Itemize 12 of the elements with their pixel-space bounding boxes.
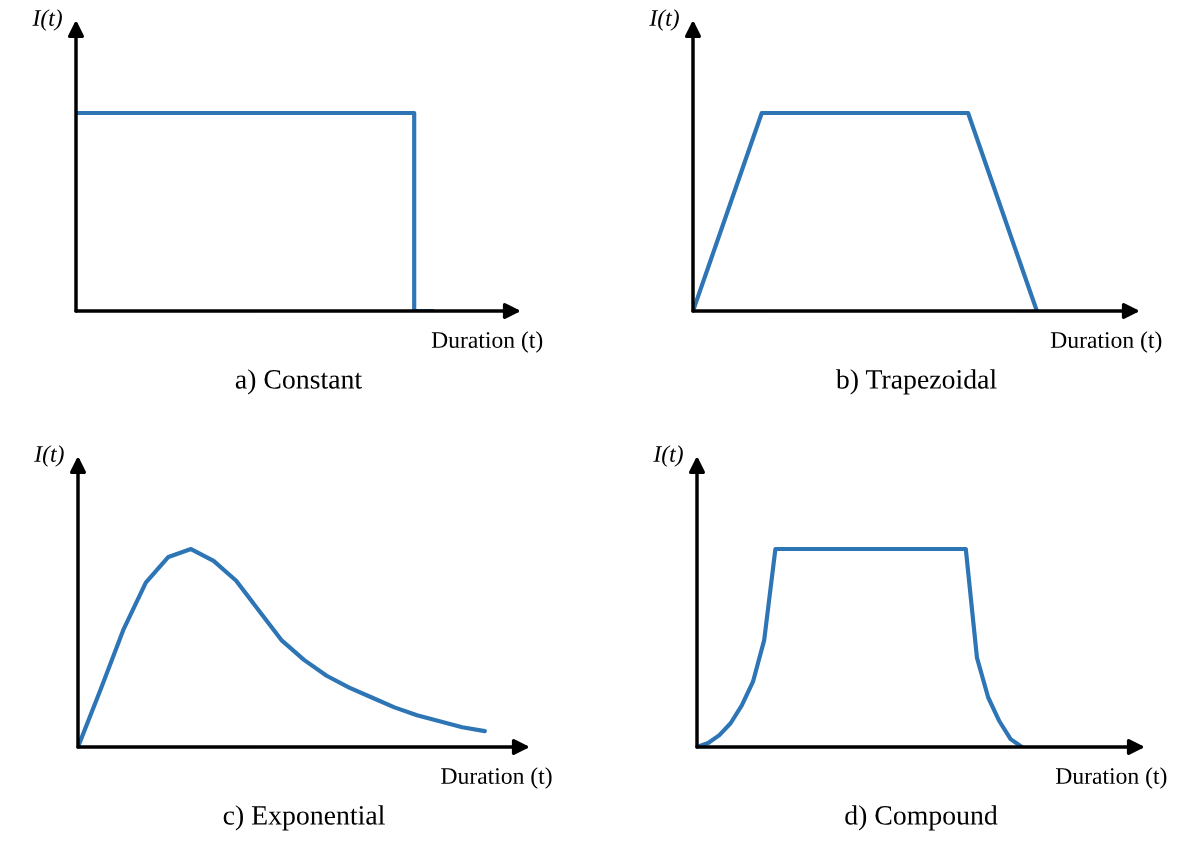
x-axis-title: Duration (t) (1055, 767, 1167, 789)
text: d) Compound (845, 805, 998, 831)
y-axis-title: I(t) (649, 9, 679, 31)
x-axis-title: Duration (t) (441, 767, 552, 789)
y-axis-title: I(t) (34, 445, 64, 467)
text: c) Exponential (223, 805, 385, 831)
x-axis-title: Duration (t) (1050, 331, 1162, 353)
y-axis-title: I(t) (32, 9, 62, 31)
y-axis-title: I(t) (653, 445, 683, 467)
x-axis-title: Duration (t) (431, 331, 543, 353)
text: b) Trapezoidal (835, 369, 997, 395)
text: a) Constant (235, 369, 362, 395)
